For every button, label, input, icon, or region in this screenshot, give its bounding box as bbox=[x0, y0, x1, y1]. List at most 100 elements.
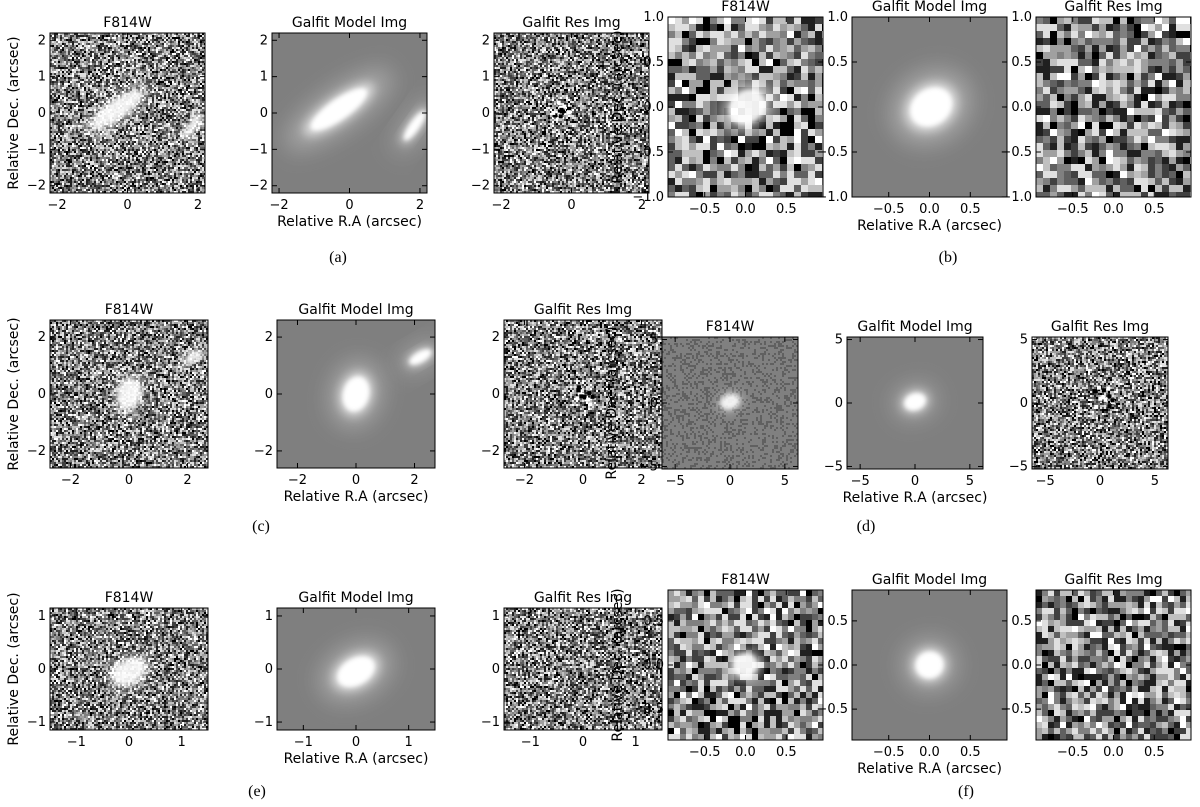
y-tick-label: 1 bbox=[482, 70, 490, 85]
y-tick-label: −1 bbox=[249, 142, 268, 157]
panel-caption: (a) bbox=[329, 249, 347, 266]
subplot-model-b: Galfit Model Img −0.5 0.0 0.5 −1.0 −0.5 0.0 0.5… bbox=[816, 0, 1008, 217]
y-tick-label: 5 bbox=[650, 333, 658, 348]
y-tick-label: 0 bbox=[835, 396, 843, 411]
y-axis-label: Relative Dec. (arcsec) bbox=[6, 36, 22, 189]
image-residual bbox=[504, 320, 662, 468]
source-0 bbox=[285, 69, 393, 150]
subplot-title: F814W bbox=[105, 302, 154, 318]
subplot-title: Galfit Model Img bbox=[298, 590, 413, 606]
x-tick-label: 0.5 bbox=[1144, 202, 1165, 217]
source-0 bbox=[891, 70, 971, 144]
subplot-title: Galfit Res Img bbox=[1064, 572, 1162, 588]
x-tick-label: −5 bbox=[851, 474, 870, 489]
x-tick-label: 2 bbox=[416, 198, 424, 213]
x-axis-label: Relative R.A (arcsec) bbox=[284, 751, 429, 767]
image-model bbox=[852, 590, 1007, 740]
y-tick-label: 0.5 bbox=[643, 55, 664, 70]
y-tick-label: 0 bbox=[492, 387, 500, 402]
x-tick-label: −5 bbox=[666, 474, 685, 489]
subplot-title: Galfit Model Img bbox=[292, 15, 407, 31]
x-tick-label: 0.0 bbox=[919, 202, 940, 217]
source-0 bbox=[80, 82, 154, 137]
subplot-title: Galfit Model Img bbox=[298, 302, 413, 318]
y-tick-label: −2 bbox=[481, 444, 500, 459]
y-tick-label: 1.0 bbox=[643, 10, 664, 25]
x-tick-label: −0.5 bbox=[873, 202, 905, 217]
x-tick-label: 0.5 bbox=[1144, 745, 1165, 760]
x-tick-label: 2 bbox=[637, 473, 645, 488]
x-tick-label: 0.5 bbox=[960, 745, 981, 760]
x-tick-label: 0.0 bbox=[1103, 202, 1124, 217]
x-tick-label: 0.0 bbox=[919, 745, 940, 760]
source-1 bbox=[399, 342, 435, 372]
x-tick-label: 5 bbox=[1151, 474, 1159, 489]
y-tick-label: 0 bbox=[265, 662, 273, 677]
y-tick-label: 0 bbox=[38, 662, 46, 677]
subplot-title: F814W bbox=[721, 572, 770, 588]
y-tick-label: 0 bbox=[265, 387, 273, 402]
subplot-model-d: Galfit Model Img −5 0 5 −5 0 5 bbox=[824, 319, 984, 489]
subplot-residual-b: Galfit Res Img −0.5 0.0 0.5 −1.0 −0.5 0.0 0.5 1.… bbox=[1000, 0, 1192, 217]
subplot-title: F814W bbox=[105, 590, 154, 606]
x-tick-label: −1 bbox=[294, 735, 313, 750]
image-observed bbox=[50, 33, 205, 193]
y-tick-label: 1.0 bbox=[827, 10, 848, 25]
x-tick-label: 2 bbox=[183, 473, 191, 488]
y-tick-label: −1 bbox=[27, 142, 46, 157]
image-model bbox=[277, 608, 435, 730]
y-tick-label: 0 bbox=[650, 396, 658, 411]
subplot-title: Galfit Res Img bbox=[522, 15, 620, 31]
y-tick-label: 0 bbox=[482, 106, 490, 121]
y-tick-label: −1 bbox=[27, 715, 46, 730]
x-tick-label: 0.0 bbox=[735, 202, 756, 217]
panel-caption: (b) bbox=[939, 249, 958, 266]
y-tick-label: −2 bbox=[27, 444, 46, 459]
x-tick-label: 0 bbox=[579, 735, 587, 750]
x-tick-label: 1 bbox=[178, 735, 186, 750]
y-tick-label: 1 bbox=[38, 70, 46, 85]
y-tick-label: −2 bbox=[254, 444, 273, 459]
x-tick-label: 0.5 bbox=[776, 202, 797, 217]
x-tick-label: −1 bbox=[521, 735, 540, 750]
y-tick-label: −5 bbox=[1009, 459, 1028, 474]
x-tick-label: 0 bbox=[726, 474, 734, 489]
y-tick-label: 0 bbox=[38, 106, 46, 121]
y-axis-label: Relative Dec. (arcsec) bbox=[604, 326, 620, 479]
y-tick-label: 0 bbox=[260, 106, 268, 121]
source-0 bbox=[320, 642, 392, 701]
image-residual bbox=[1032, 337, 1168, 469]
x-tick-label: 5 bbox=[781, 474, 789, 489]
subplot-observed-a: F814W −2 0 2 −2 −1 0 1 2 bbox=[27, 15, 206, 213]
x-tick-label: 2 bbox=[638, 198, 646, 213]
x-axis-label: Relative R.A (arcsec) bbox=[277, 214, 422, 230]
x-tick-label: 0 bbox=[911, 474, 919, 489]
x-tick-label: −2 bbox=[269, 198, 288, 213]
x-tick-label: −1 bbox=[67, 735, 86, 750]
y-tick-label: −1 bbox=[481, 715, 500, 730]
source-0 bbox=[894, 385, 936, 419]
y-axis-label: Relative Dec. (arcsec) bbox=[610, 588, 626, 741]
y-tick-label: 1 bbox=[38, 609, 46, 624]
x-tick-label: 0.5 bbox=[776, 745, 797, 760]
subplot-model-c: Galfit Model Img −2 0 2 −2 0 2 bbox=[254, 302, 436, 488]
subplot-model-e: Galfit Model Img −1 0 1 −1 0 1 bbox=[254, 590, 436, 750]
panel-caption: (c) bbox=[252, 518, 270, 535]
y-tick-label: −0.5 bbox=[632, 702, 664, 717]
x-tick-label: 0 bbox=[352, 473, 360, 488]
x-tick-label: −0.5 bbox=[1057, 745, 1089, 760]
subplot-title: Galfit Res Img bbox=[1051, 319, 1149, 335]
source-0 bbox=[716, 390, 744, 413]
source-0 bbox=[111, 371, 147, 417]
x-tick-label: 1 bbox=[405, 735, 413, 750]
y-tick-label: −0.5 bbox=[816, 145, 848, 160]
subplot-title: Galfit Res Img bbox=[534, 302, 632, 318]
y-tick-label: 0 bbox=[38, 387, 46, 402]
residual-feature-0 bbox=[575, 385, 595, 407]
y-tick-label: 0.0 bbox=[643, 100, 664, 115]
source-0 bbox=[720, 81, 775, 133]
subplot-title: Galfit Res Img bbox=[534, 590, 632, 606]
subplot-title: Galfit Model Img bbox=[857, 319, 972, 335]
x-tick-label: −2 bbox=[61, 473, 80, 488]
